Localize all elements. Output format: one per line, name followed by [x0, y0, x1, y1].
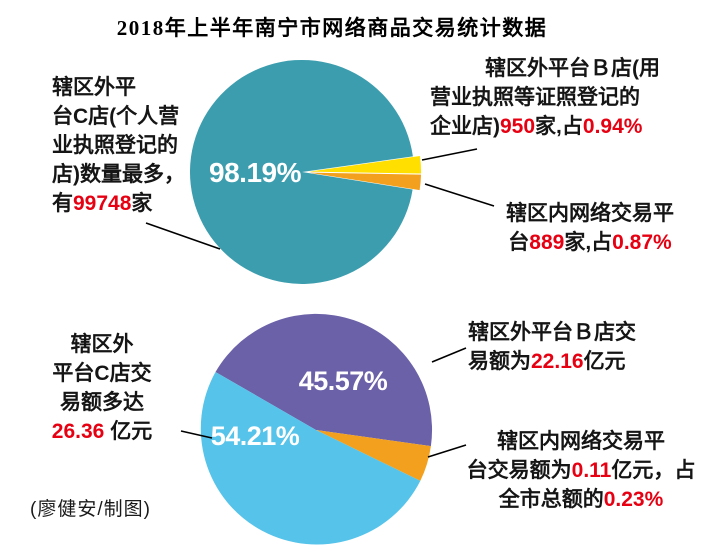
pie-bottom-transaction-amount	[200, 313, 433, 545]
label-text: 辖区外平 台C店(个人营 业执照登记的 店)数量最多， 有	[52, 76, 185, 215]
credit-byline: (廖健安/制图)	[30, 499, 151, 520]
label-text: 家,占	[564, 231, 613, 254]
leader-line	[431, 347, 467, 363]
pie1-percent-c-store: 98.19%	[209, 157, 301, 188]
label-pie2-c-store: 辖区外 平台C店交 易额多达 26.36 亿元	[22, 330, 182, 446]
label-percent-value: 0.23%	[603, 488, 664, 511]
pie-slice-local-platform	[309, 172, 421, 191]
pie2-percent-c-store: 54.21%	[210, 421, 300, 451]
label-text: 家	[131, 192, 153, 215]
label-amount-value: 0.11	[571, 459, 612, 482]
label-pie1-b-store: 辖区外平台Ｂ店(用 营业执照等证照登记的 企业店)950家,占0.94%	[430, 54, 715, 141]
label-text: 辖区内网络交易平 台交易额为	[466, 430, 665, 482]
pie-slice-b-store-amount	[215, 313, 433, 447]
label-text: 亿元	[104, 420, 153, 443]
label-percent-value: 0.87%	[612, 231, 672, 254]
label-pie2-local-platform: 辖区内网络交易平 台交易额为0.11亿元，占 全市总额的0.23%	[450, 427, 712, 514]
label-count-value: 99748	[73, 192, 132, 215]
pie-slice-c-store-amount	[200, 372, 421, 545]
label-text: 亿元	[583, 350, 626, 373]
leader-line	[424, 183, 495, 207]
label-amount-value: 22.16	[531, 350, 584, 373]
pie2-percent-b-store: 45.57%	[298, 366, 388, 396]
label-text: 亿元，占 全市总额的	[498, 459, 696, 511]
pie-slice-b-store	[309, 156, 422, 174]
chart-title: 2018年上半年南宁市网络商品交易统计数据	[116, 16, 548, 40]
pie-slice-c-store	[189, 59, 413, 284]
leader-line	[427, 444, 467, 458]
label-amount-value: 26.36	[51, 420, 105, 443]
label-count-value: 889	[529, 231, 565, 254]
label-text: 辖区外平台Ｂ店(用 营业执照等证照登记的 企业店)	[430, 57, 660, 138]
leader-line	[180, 430, 213, 439]
leader-lines	[145, 148, 495, 458]
label-count-value: 950	[500, 115, 536, 138]
leader-line	[421, 148, 478, 161]
pie-slice-local-platform-amount	[316, 430, 431, 481]
label-pie1-local-platform: 辖区内网络交易平 台889家,占0.87%	[470, 199, 710, 257]
label-pie1-c-store: 辖区外平 台C店(个人营 业执照登记的 店)数量最多， 有99748家	[52, 73, 227, 218]
label-text: 辖区外平台Ｂ店交 易额为	[468, 321, 636, 373]
label-pie2-b-store: 辖区外平台Ｂ店交 易额为22.16亿元	[468, 318, 713, 376]
pie-top-store-count	[189, 59, 422, 284]
label-text: 辖区内网络交易平 台	[506, 202, 674, 254]
label-text: 家,占	[535, 115, 583, 138]
label-percent-value: 0.94%	[582, 115, 643, 138]
label-text: 辖区外 平台C店交 易额多达	[52, 333, 152, 414]
leader-line	[145, 222, 221, 250]
